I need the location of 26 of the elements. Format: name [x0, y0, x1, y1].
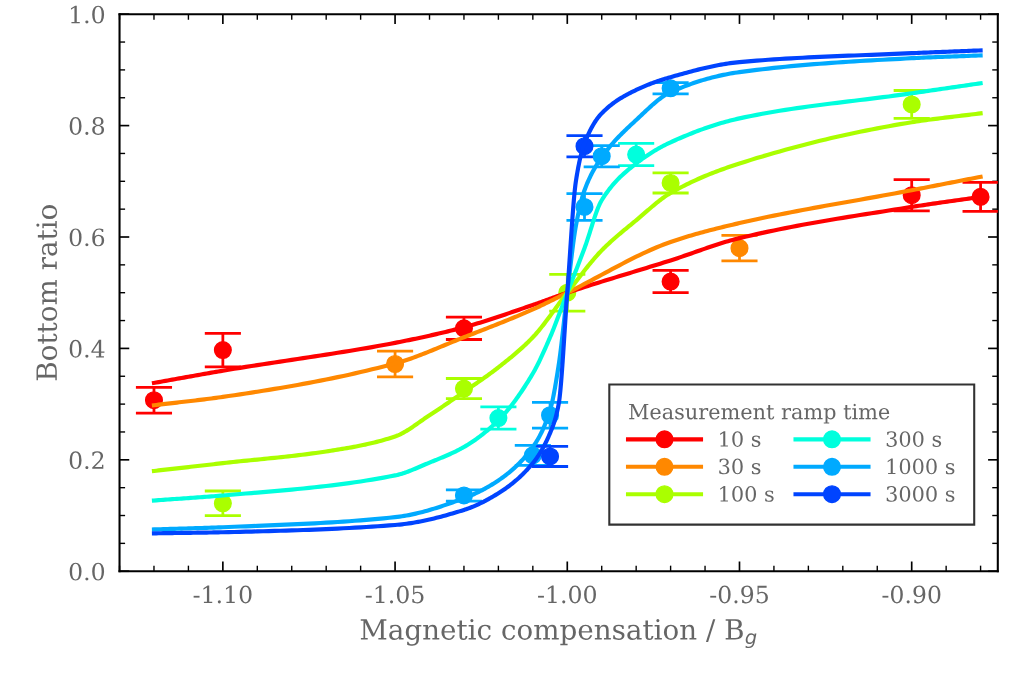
point: [902, 95, 921, 114]
y-tick-label: 1.0: [70, 5, 105, 24]
x-axis-title: Magnetic compensation / B$_{g}$: [360, 619, 757, 649]
legend-label: 100 s: [720, 486, 774, 502]
y-tick-label: 0.4: [69, 339, 105, 358]
legend-label: 300 s: [886, 431, 942, 447]
x-tick-label: -1.00: [538, 585, 596, 604]
y-tick-label: 0.0: [69, 562, 105, 581]
legend-label: 10 s: [720, 431, 761, 447]
x-tick-label: -0.95: [710, 585, 768, 604]
y-tick-label: 0.6: [69, 228, 105, 247]
y-tick-label: 0.2: [69, 451, 104, 470]
point: [661, 272, 680, 291]
legend-title: Measurement ramp time: [629, 403, 890, 424]
point: [541, 447, 560, 466]
legend-label: 30 s: [719, 458, 761, 475]
y-tick-label: 0.8: [69, 117, 105, 135]
point: [213, 341, 232, 360]
x-tick-label: -0.90: [882, 585, 941, 604]
point: [661, 173, 680, 193]
legend-label: 1000 s: [887, 458, 955, 475]
legend-label: 3000 s: [886, 486, 955, 502]
x-tick-label: -1.05: [365, 585, 424, 604]
x-tick-label: -1.10: [193, 585, 252, 604]
point: [730, 239, 749, 258]
y-axis-title: Bottom ratio: [36, 205, 58, 381]
